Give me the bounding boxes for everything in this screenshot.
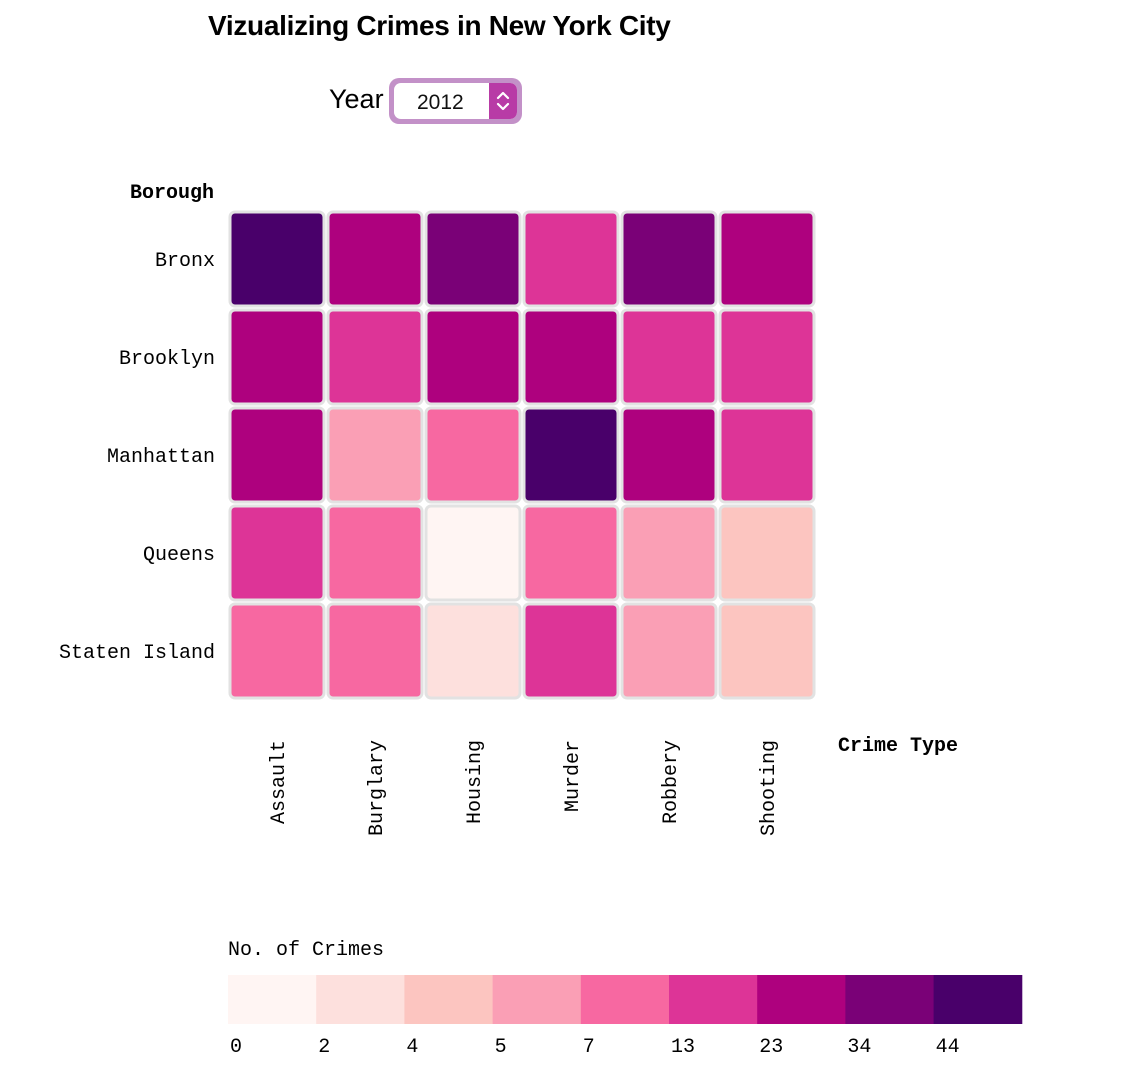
legend-tick-label: 5 [495, 1036, 507, 1059]
legend-tick-label: 34 [847, 1036, 871, 1059]
heatmap-cell [228, 308, 326, 406]
year-select-field[interactable]: 2012 [394, 83, 517, 119]
heatmap-cell [228, 504, 326, 602]
heatmap-cell [424, 602, 522, 700]
legend-swatch [404, 975, 494, 1024]
heatmap-cell [522, 308, 620, 406]
heatmap-cell [620, 308, 718, 406]
legend-swatch [492, 975, 582, 1024]
heatmap-cell [424, 308, 522, 406]
legend-tick-label: 7 [583, 1036, 595, 1059]
legend-swatch [316, 975, 405, 1024]
heatmap-cell [620, 504, 718, 602]
crime-type-label: Assault [268, 740, 291, 824]
heatmap-cell [522, 504, 620, 602]
legend-swatch [933, 975, 1023, 1024]
heatmap-cell [228, 210, 326, 308]
crime-type-label: Murder [562, 740, 585, 812]
year-select-value: 2012 [417, 91, 464, 114]
borough-label: Queens [143, 544, 215, 567]
heatmap-cell [718, 406, 816, 504]
heatmap-cell [718, 504, 816, 602]
heatmap-cell [522, 602, 620, 700]
page-title: Vizualizing Crimes in New York City [208, 10, 671, 41]
heatmap-cell [620, 406, 718, 504]
heatmap-cell [718, 210, 816, 308]
heatmap-cell [718, 602, 816, 700]
color-legend: 0 2 4 5 7 13 23 34 44 [228, 975, 1023, 1059]
year-select[interactable]: 2012 [389, 78, 522, 124]
x-axis-title: Crime Type [838, 735, 958, 758]
heatmap-cell [620, 210, 718, 308]
legend-tick-label: 0 [230, 1036, 242, 1059]
heatmap-cell [326, 210, 424, 308]
year-label: Year [329, 84, 384, 114]
y-axis-title: Borough [130, 182, 214, 205]
heatmap-cell [424, 504, 522, 602]
crime-type-label: Shooting [758, 740, 781, 836]
heatmap-cell [228, 406, 326, 504]
legend-tick-label: 2 [318, 1036, 330, 1059]
heatmap-cell [718, 308, 816, 406]
legend-swatch [228, 975, 317, 1024]
legend-swatch [669, 975, 758, 1024]
borough-label: Manhattan [107, 446, 215, 469]
legend-swatch [757, 975, 846, 1024]
heatmap-cells [228, 210, 816, 700]
heatmap-cell [228, 602, 326, 700]
heatmap-cell [326, 406, 424, 504]
legend-swatch [845, 975, 935, 1024]
borough-labels: Bronx Brooklyn Manhattan Queens Staten Islan… [59, 250, 215, 665]
heatmap-cell [326, 504, 424, 602]
heatmap-cell [522, 210, 620, 308]
borough-label: Staten Island [59, 642, 215, 665]
legend-tick-label: 23 [759, 1036, 783, 1059]
borough-label: Brooklyn [119, 348, 215, 371]
chevron-updown-icon [496, 91, 510, 111]
crime-type-labels: Assault Burglary Housing Murder Robbery Shoot… [268, 740, 781, 836]
year-stepper[interactable] [489, 83, 517, 119]
legend-tick-label: 4 [406, 1036, 418, 1059]
crime-type-label: Burglary [366, 740, 389, 836]
heatmap-cell [424, 210, 522, 308]
legend-tick-label: 13 [671, 1036, 695, 1059]
heatmap-cell [326, 308, 424, 406]
heatmap-cell [620, 602, 718, 700]
crime-type-label: Housing [464, 740, 487, 824]
heatmap-cell [424, 406, 522, 504]
borough-label: Bronx [155, 250, 215, 273]
crime-type-label: Robbery [660, 740, 683, 824]
heatmap-cell [522, 406, 620, 504]
legend-title: No. of Crimes [228, 939, 384, 962]
legend-tick-label: 44 [936, 1036, 960, 1059]
legend-swatch [580, 975, 670, 1024]
heatmap-cell [326, 602, 424, 700]
